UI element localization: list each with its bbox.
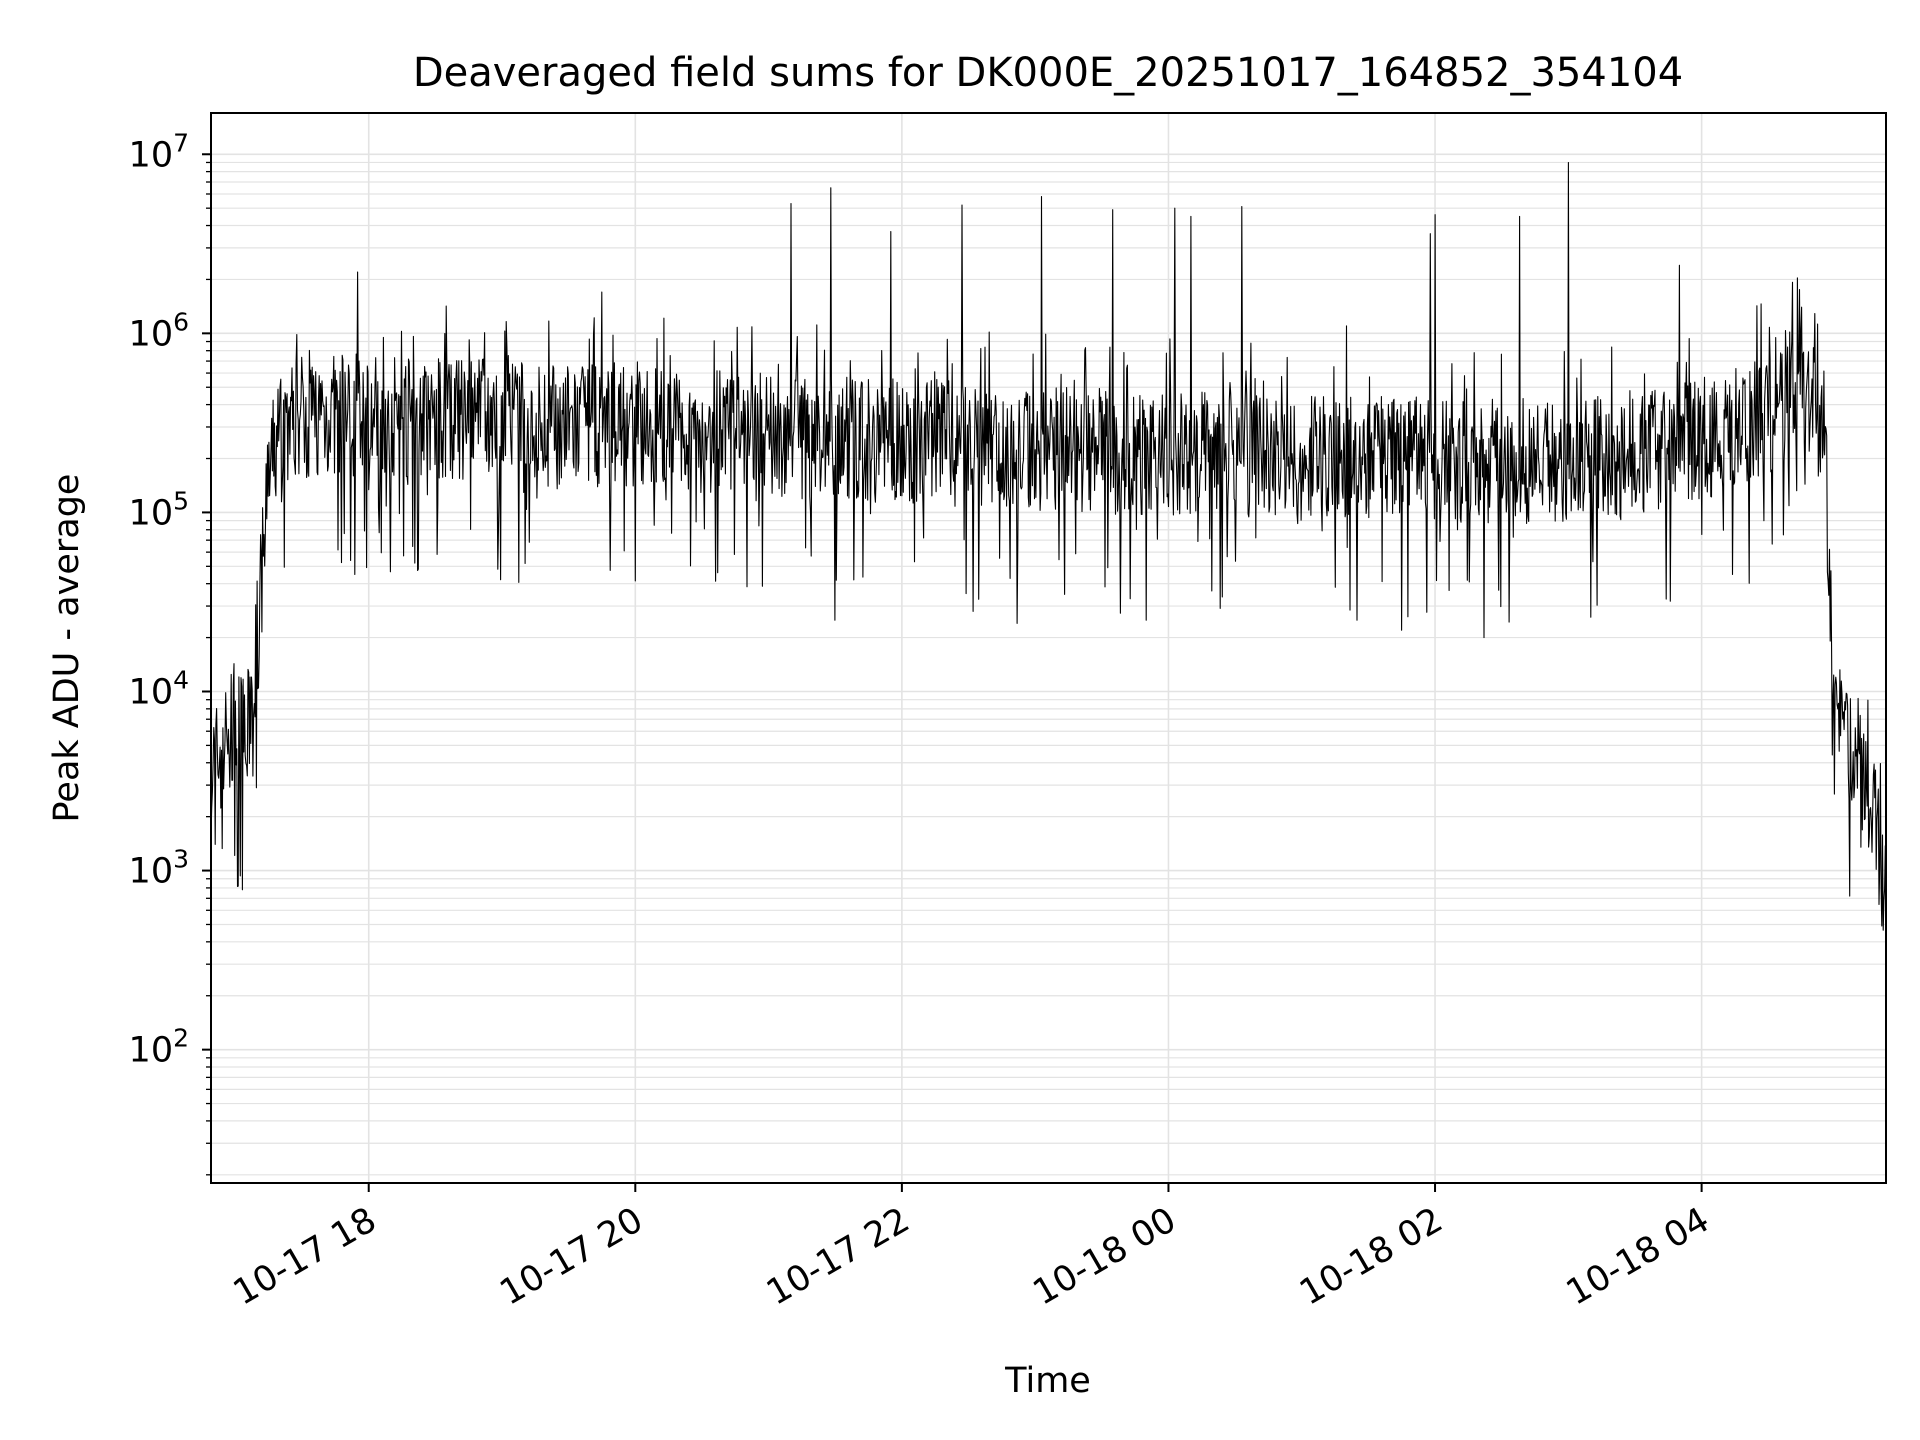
y-tick-label: 105 — [129, 486, 189, 533]
series-line — [211, 161, 1886, 944]
y-tick-label: 102 — [129, 1024, 189, 1071]
chart-title: Deaveraged field sums for DK000E_2025101… — [413, 50, 1683, 96]
x-axis-label: Time — [1004, 1361, 1091, 1401]
plot-area — [211, 161, 1886, 944]
y-tick-label: 106 — [129, 307, 189, 354]
y-tick-label: 104 — [129, 665, 189, 712]
y-tick-label: 103 — [129, 845, 189, 892]
plot-frame — [210, 112, 1887, 1184]
y-tick-label: 107 — [129, 128, 189, 175]
y-axis-label: Peak ADU - average — [47, 474, 87, 823]
